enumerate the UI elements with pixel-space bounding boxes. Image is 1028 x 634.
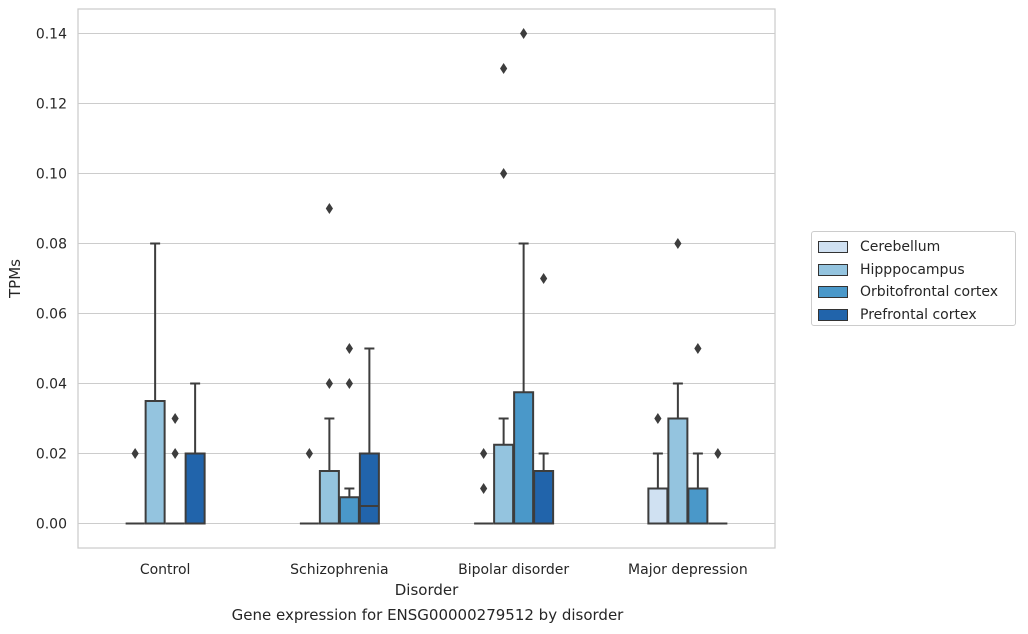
x-tick-label: Major depression <box>628 562 748 578</box>
outlier-point <box>694 343 702 354</box>
outlier-point <box>480 483 488 494</box>
x-tick-label: Bipolar disorder <box>458 562 569 578</box>
legend-item: Prefrontal cortex <box>818 304 1015 327</box>
outlier-point <box>540 273 548 284</box>
box-cerebellum <box>474 448 494 525</box>
y-tick-label: 0.00 <box>36 517 67 533</box>
outlier-point <box>654 413 662 424</box>
box-orbitofrontal-cortex <box>338 343 360 525</box>
outlier-point <box>325 378 333 389</box>
chart-caption: Gene expression for ENSG00000279512 by d… <box>231 606 624 624</box>
outlier-point <box>345 343 353 354</box>
box-hipppocampus <box>493 63 515 525</box>
y-tick-label: 0.02 <box>36 447 67 463</box>
box-hipppocampus <box>144 242 166 525</box>
y-tick-label: 0.12 <box>36 97 67 113</box>
box-iqr <box>533 470 555 525</box>
x-tick-labels: Control Schizophrenia Bipolar disorder Majo… <box>140 562 748 578</box>
legend-label: Hipppocampus <box>860 261 965 278</box>
box-iqr <box>647 487 669 525</box>
box-iqr <box>144 400 166 525</box>
outlier-point <box>131 448 139 459</box>
legend-item: Orbitofrontal cortex <box>818 281 1015 304</box>
legend-item: Hipppocampus <box>818 259 1015 282</box>
box-prefrontal-cortex <box>184 382 206 525</box>
outlier-point <box>305 448 313 459</box>
x-tick-label: Control <box>140 562 191 578</box>
box-orbitofrontal-cortex <box>687 343 709 525</box>
outlier-point <box>325 203 333 214</box>
box-prefrontal-cortex <box>358 347 380 525</box>
box-iqr <box>513 391 535 525</box>
box-cerebellum <box>647 413 669 525</box>
legend-swatch <box>818 286 848 299</box>
legend-label: Cerebellum <box>860 239 941 256</box>
legend: Cerebellum Hipppocampus Orbitofrontal cort… <box>811 231 1016 326</box>
box-orbitofrontal-cortex <box>165 413 185 525</box>
y-tick-label: 0.14 <box>36 27 67 43</box>
x-axis-label: Disorder <box>395 581 459 599</box>
outlier-point <box>480 448 488 459</box>
legend-swatch <box>818 263 848 276</box>
box-iqr <box>358 452 380 525</box>
outlier-point <box>171 413 179 424</box>
box-orbitofrontal-cortex <box>513 28 535 525</box>
box-prefrontal-cortex <box>708 448 728 525</box>
x-tick-label: Schizophrenia <box>290 562 388 578</box>
box-cerebellum <box>299 448 319 525</box>
legend-item: Cerebellum <box>818 236 1015 259</box>
box-hipppocampus <box>667 238 689 525</box>
box-cerebellum <box>125 448 145 525</box>
outlier-point <box>171 448 179 459</box>
y-tick-labels: 0.00 0.02 0.04 0.06 0.08 0.10 0.12 0.14 <box>36 27 67 533</box>
legend-label: Prefrontal cortex <box>860 306 977 323</box>
box-iqr <box>184 452 206 525</box>
box-prefrontal-cortex <box>533 273 555 525</box>
y-tick-label: 0.04 <box>36 377 67 393</box>
box-layer <box>125 28 728 525</box>
outlier-point <box>714 448 722 459</box>
y-tick-label: 0.06 <box>36 307 67 323</box>
legend-label: Orbitofrontal cortex <box>860 284 998 301</box>
outlier-point <box>345 378 353 389</box>
y-axis-label: TPMs <box>6 259 24 299</box>
box-iqr <box>687 487 709 525</box>
legend-swatch <box>818 308 848 321</box>
outlier-point <box>500 168 508 179</box>
box-iqr <box>493 443 515 525</box>
box-iqr <box>667 417 689 525</box>
outlier-point <box>520 28 528 39</box>
outlier-point <box>674 238 682 249</box>
legend-swatch <box>818 241 848 254</box>
box-hipppocampus <box>318 203 340 525</box>
y-tick-label: 0.08 <box>36 237 67 253</box>
plot-frame <box>77 8 776 549</box>
outlier-point <box>500 63 508 74</box>
y-tick-label: 0.10 <box>36 167 67 183</box>
box-iqr <box>318 470 340 525</box>
box-iqr <box>338 496 360 525</box>
